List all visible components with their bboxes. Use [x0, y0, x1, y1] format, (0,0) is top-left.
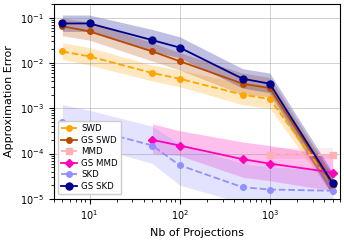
GS MMD [150, 138, 154, 141]
Line: GS MMD: GS MMD [150, 137, 335, 175]
SKD [87, 128, 92, 130]
Legend: SWD, GS SWD, MMD, GS MMD, SKD, GS SKD: SWD, GS SWD, MMD, GS MMD, SKD, GS SKD [58, 121, 121, 195]
SKD [240, 186, 245, 189]
Line: GS SWD: GS SWD [60, 23, 335, 188]
MMD [331, 153, 335, 156]
SWD [150, 72, 154, 75]
SKD [178, 164, 182, 167]
SWD [268, 98, 272, 100]
Line: GS SKD: GS SKD [59, 20, 336, 187]
GS SKD [150, 39, 154, 42]
SKD [331, 189, 335, 192]
SWD [60, 50, 64, 53]
GS MMD [240, 158, 245, 161]
GS SKD [178, 46, 182, 49]
GS SKD [331, 182, 335, 185]
GS SWD [331, 184, 335, 187]
GS MMD [268, 162, 272, 165]
GS SWD [150, 50, 154, 53]
Line: SKD: SKD [60, 119, 335, 194]
GS MMD [331, 171, 335, 174]
SWD [178, 77, 182, 80]
GS SKD [268, 82, 272, 85]
GS SWD [178, 60, 182, 63]
Line: MMD: MMD [267, 152, 335, 157]
GS SWD [240, 82, 245, 85]
SWD [87, 55, 92, 58]
MMD [268, 153, 272, 156]
GS SWD [60, 25, 64, 28]
GS SWD [87, 30, 92, 33]
SKD [268, 188, 272, 191]
SWD [240, 93, 245, 96]
GS SWD [268, 87, 272, 90]
X-axis label: Nb of Projections: Nb of Projections [150, 228, 244, 238]
GS SKD [60, 22, 64, 25]
SKD [60, 121, 64, 123]
Y-axis label: Approximation Error: Approximation Error [4, 45, 14, 157]
Line: SWD: SWD [60, 49, 335, 188]
GS SKD [240, 77, 245, 80]
SKD [150, 144, 154, 147]
GS SKD [87, 22, 92, 25]
GS MMD [178, 144, 182, 147]
SWD [331, 184, 335, 187]
